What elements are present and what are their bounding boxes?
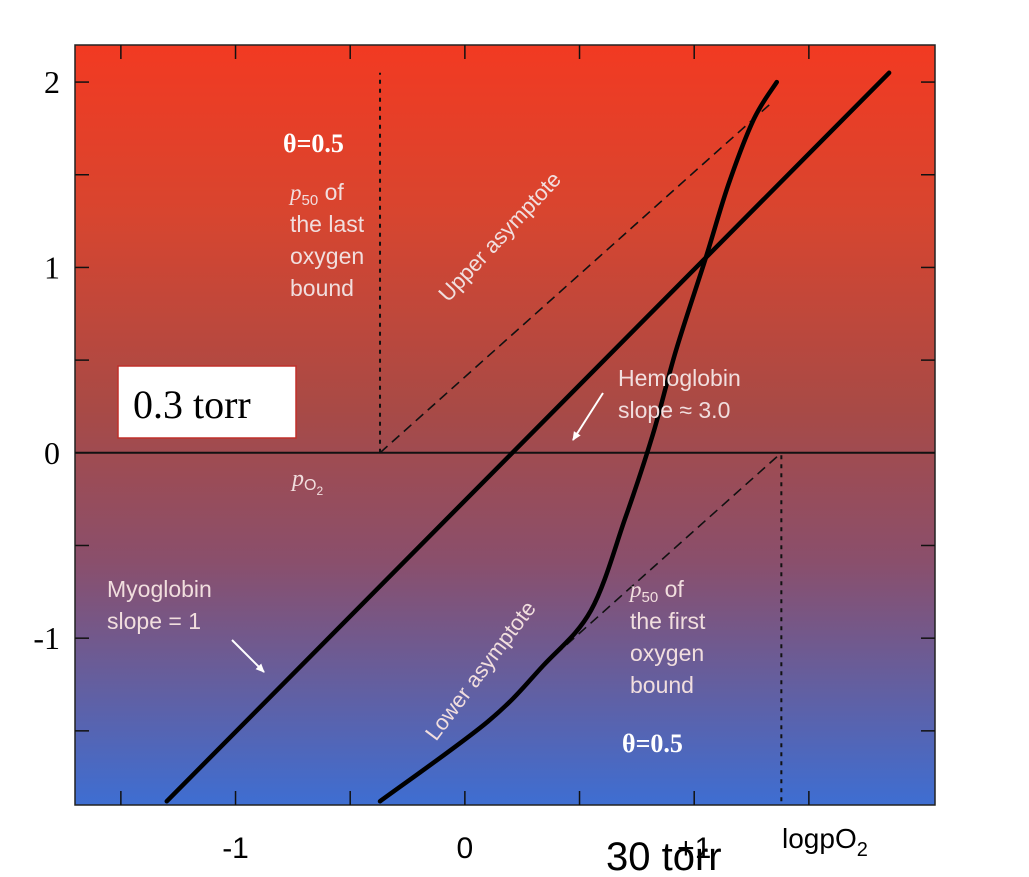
- reference-lines: [379, 72, 783, 802]
- asymptote-line: [379, 103, 771, 454]
- bottom-callout-label: 30 torr: [606, 835, 722, 877]
- y-tick-label: 2: [44, 64, 60, 100]
- y-tick-label: 1: [44, 249, 60, 285]
- theta-upper-label: θ=0.5: [283, 129, 344, 158]
- y-tick-labels: 2 1 0 -1: [33, 64, 60, 656]
- hemoglobin-annotation: Hemoglobin slope ≈ 3.0: [618, 365, 741, 423]
- myoglobin-annotation: Myoglobin slope = 1: [107, 576, 212, 634]
- x-tick-labels: -1 0 +1: [222, 832, 711, 865]
- y-tick-label: -1: [33, 620, 60, 656]
- x-tick-label: 0: [457, 832, 474, 865]
- p50-last-annotation: p50 of the last oxygen bound: [288, 179, 365, 301]
- x-tick-label: -1: [222, 832, 249, 865]
- x-tick-label: +1: [677, 832, 711, 865]
- asymptote-lines: [379, 103, 782, 667]
- p50-first-annotation: p50 of the first oxygen bound: [628, 576, 706, 698]
- po2-label: pO2: [290, 466, 323, 498]
- y-tick-label: 0: [44, 435, 60, 471]
- svg-text:p50 of: p50 of: [288, 179, 344, 209]
- hemoglobin-curve: [377, 79, 780, 804]
- callout-box: [117, 365, 297, 439]
- svg-text:the last: the last: [290, 211, 365, 237]
- series-lines: [164, 70, 892, 804]
- svg-text:bound: bound: [630, 672, 694, 698]
- svg-text:the first: the first: [630, 608, 706, 634]
- hemoglobin-arrow: [572, 392, 604, 441]
- svg-text:oxygen: oxygen: [630, 640, 704, 666]
- asymptote-line: [542, 452, 782, 667]
- callout-box-label: 0.3 torr: [133, 382, 251, 427]
- svg-text:slope ≈ 3.0: slope ≈ 3.0: [618, 397, 730, 423]
- svg-text:p50 of: p50 of: [628, 576, 684, 606]
- theta-lower-label: θ=0.5: [622, 729, 683, 758]
- x-axis-label-subscript: 2: [857, 839, 868, 861]
- myoglobin-arrow: [231, 639, 265, 673]
- svg-text:slope = 1: slope = 1: [107, 608, 201, 634]
- svg-text:oxygen: oxygen: [290, 243, 364, 269]
- svg-text:Hemoglobin: Hemoglobin: [618, 365, 741, 391]
- svg-text:bound: bound: [290, 275, 354, 301]
- myoglobin-line: [164, 70, 892, 804]
- x-axis-label: logpO2: [782, 823, 868, 861]
- svg-text:Myoglobin: Myoglobin: [107, 576, 212, 602]
